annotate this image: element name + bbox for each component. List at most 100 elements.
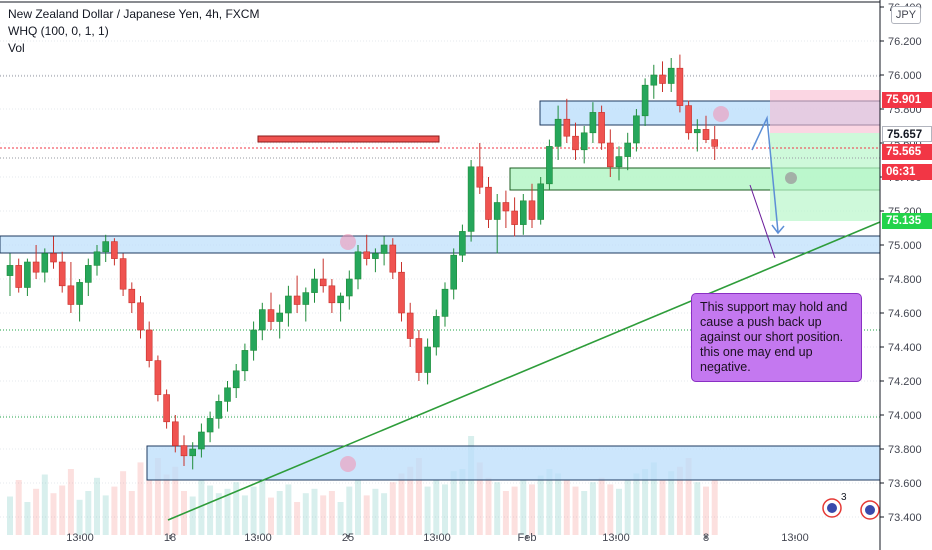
volume-bar (372, 488, 379, 535)
volume-bar (76, 499, 83, 535)
candle-body (302, 292, 310, 305)
volume-bar (285, 484, 292, 535)
marker-dot (340, 234, 356, 250)
candle-body (311, 278, 318, 293)
candle-body (389, 244, 397, 273)
volume-bar (363, 495, 370, 535)
volume-bar (94, 477, 100, 535)
volume-bar (163, 474, 170, 535)
indicator-vol[interactable]: Vol (8, 41, 25, 55)
volume-bar (398, 473, 405, 535)
candle-body (119, 258, 127, 290)
time-tick-label: 13:00 (423, 532, 451, 544)
candle-body (459, 231, 466, 256)
price-tick-label: 75.000 (888, 240, 922, 252)
volume-bar (128, 491, 135, 535)
volume-bar (7, 496, 13, 535)
volume-bar (224, 488, 231, 535)
time-tick-label: Feb (518, 532, 537, 544)
time-tick-label: 13:00 (66, 532, 94, 544)
price-tick-label: 74.600 (888, 308, 922, 320)
red-marker-bar[interactable] (257, 135, 440, 143)
candle-body (328, 285, 336, 304)
candle-body (415, 338, 423, 373)
chart-legend: New Zealand Dollar / Japanese Yen, 4h, F… (8, 6, 259, 57)
marker-dot (340, 456, 356, 472)
volume-bar (424, 486, 431, 535)
candle-body (241, 350, 249, 372)
volume-bar (294, 502, 301, 535)
volume-bar (711, 480, 718, 535)
candle-body (50, 253, 57, 263)
volume-bar (694, 482, 701, 535)
volume-bar (511, 486, 518, 535)
time-tick-label: 13:00 (244, 532, 272, 544)
volume-bar (189, 496, 196, 535)
drawings[interactable] (167, 106, 881, 521)
volume-bar (111, 486, 118, 535)
trend-line[interactable] (167, 221, 881, 521)
annotation-callout[interactable]: This support may hold and cause a push b… (691, 293, 862, 382)
indicator-whq[interactable]: WHQ (100, 0, 1, 1) (8, 24, 109, 38)
candle-body (554, 118, 562, 147)
price-tick-label: 74.200 (888, 376, 922, 388)
candle-body (363, 251, 371, 259)
candle-body (467, 166, 475, 232)
volume-bar (459, 469, 466, 535)
candle-body (615, 156, 623, 168)
time-axis[interactable]: 13:00 18 13:00 25 13:00 Feb 13:00 8 13:00 (66, 532, 809, 544)
volume-bar (468, 436, 475, 535)
volume-bar (633, 473, 640, 535)
candle-body (189, 448, 196, 457)
candle-body (41, 253, 49, 273)
candle-body (633, 115, 640, 144)
volume-bar (146, 480, 153, 535)
volume-bar (563, 480, 570, 535)
support-zone-73 (146, 445, 881, 481)
volume-bar (24, 502, 31, 535)
volume-bar (389, 482, 396, 535)
alert-icon-inner (865, 505, 875, 515)
volume-bar (442, 484, 448, 535)
candle-body (224, 387, 231, 402)
price-label-75565: 75.565 (882, 144, 932, 160)
volume-bar (555, 473, 562, 535)
volume-bar (268, 497, 274, 535)
price-label-75901: 75.901 (882, 92, 932, 108)
candle-body (93, 251, 101, 266)
volume-bar (703, 486, 709, 535)
volume-bar (537, 475, 544, 535)
time-tick-label: 18 (164, 532, 176, 544)
volume-bar (41, 474, 48, 535)
volume-bar (215, 493, 222, 535)
candle-body (676, 67, 684, 106)
candle-body (450, 254, 458, 290)
candle-body (693, 129, 701, 134)
volume-bar (50, 493, 57, 535)
candle-body (432, 316, 440, 348)
candles (6, 54, 719, 470)
currency-button[interactable]: JPY (891, 6, 921, 24)
volume-bar (642, 469, 649, 535)
candle-body (406, 312, 414, 339)
candle-body (232, 370, 240, 389)
volume-bar (546, 469, 553, 535)
chart-title[interactable]: New Zealand Dollar / Japanese Yen, 4h, F… (8, 7, 260, 21)
countdown-label: 06:31 (882, 164, 932, 180)
price-tick-label: 73.600 (888, 478, 922, 490)
candle-body (589, 112, 597, 134)
candle-body (493, 202, 501, 220)
candle-body (337, 295, 344, 304)
candle-body (319, 278, 327, 287)
marker-dot (785, 172, 797, 184)
candle-body (85, 265, 92, 283)
volume-bar (85, 491, 92, 535)
volume-bar (668, 471, 675, 535)
volume-bar (33, 488, 40, 535)
candle-body (276, 312, 284, 322)
candle-body (711, 139, 719, 147)
projection-arrow[interactable] (751, 115, 779, 233)
volume-bars (7, 436, 718, 535)
candle-body (111, 241, 118, 259)
